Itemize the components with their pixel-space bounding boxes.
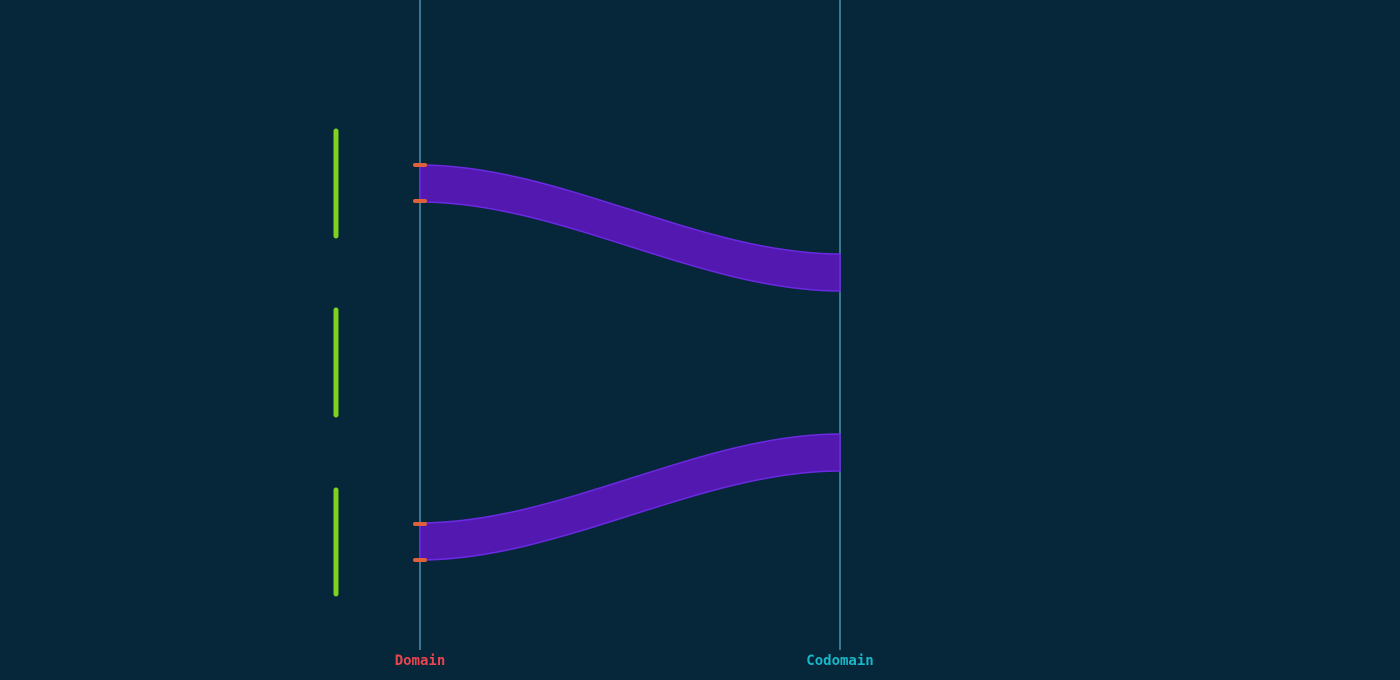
domain-axis-label: Domain — [395, 653, 446, 669]
mapping-ribbon-upper — [419, 164, 841, 292]
mapping-ribbon-lower — [419, 433, 841, 561]
codomain-axis-label: Codomain — [806, 653, 873, 669]
